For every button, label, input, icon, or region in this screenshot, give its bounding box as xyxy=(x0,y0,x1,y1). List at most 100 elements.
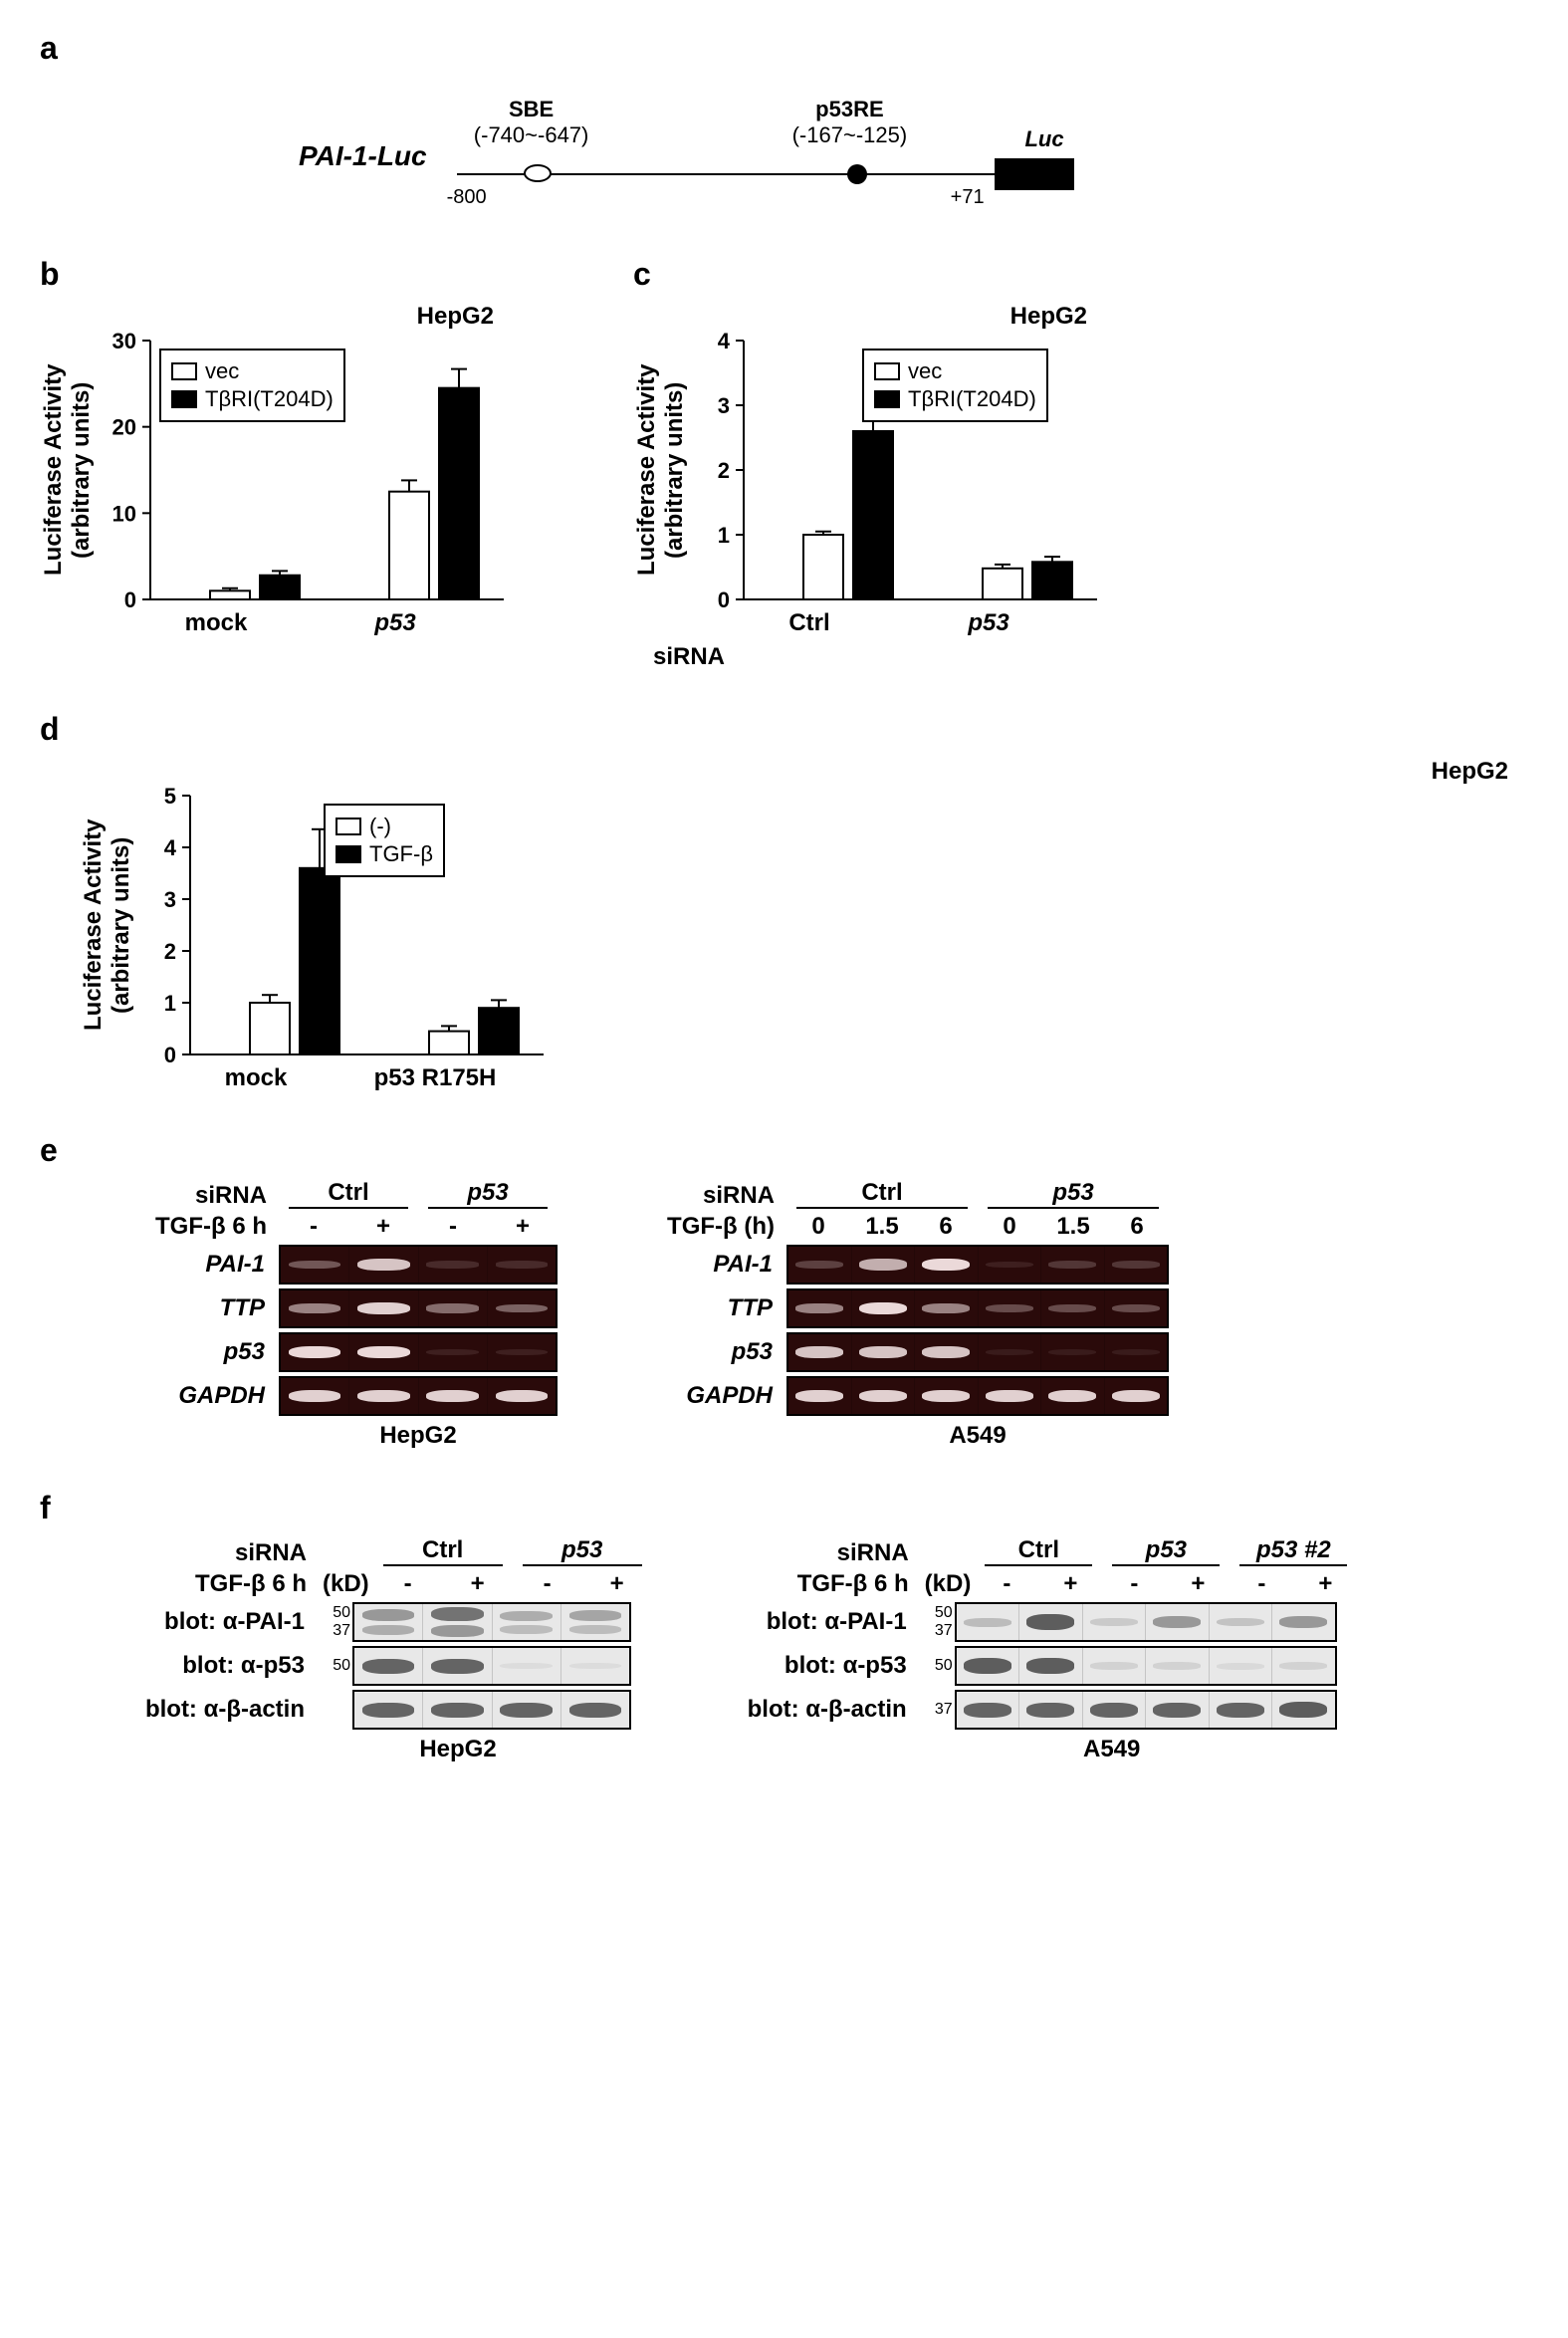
lane xyxy=(788,1378,851,1414)
lane xyxy=(422,1692,491,1728)
band xyxy=(986,1390,1033,1402)
row-label: p53 xyxy=(627,1338,786,1366)
sbe-ellipse xyxy=(524,164,552,182)
band xyxy=(496,1390,549,1402)
tgf-label: TGF-β 6 h xyxy=(119,1570,319,1598)
band xyxy=(362,1609,415,1621)
legend: vecTβRI(T204D) xyxy=(862,349,1048,422)
svg-text:3: 3 xyxy=(718,393,730,418)
chart-c: HepG2Luciferase Activity (arbitrary unit… xyxy=(633,303,1107,671)
bar xyxy=(389,492,429,599)
band xyxy=(922,1303,970,1313)
band xyxy=(859,1346,907,1358)
lane xyxy=(281,1378,348,1414)
band xyxy=(362,1625,415,1635)
panel-e: e siRNACtrlp53TGF-β 6 h-+-+PAI-1TTPp53GA… xyxy=(40,1132,1528,1450)
lane xyxy=(560,1648,629,1684)
lane xyxy=(418,1247,487,1283)
band xyxy=(1026,1658,1074,1674)
lane xyxy=(1040,1334,1104,1370)
tgf-value: - xyxy=(279,1213,348,1241)
lane xyxy=(354,1604,422,1640)
lane xyxy=(957,1648,1019,1684)
lane xyxy=(492,1648,560,1684)
band xyxy=(496,1349,549,1356)
band xyxy=(1153,1616,1201,1628)
band xyxy=(431,1659,484,1674)
svg-text:20: 20 xyxy=(112,415,136,440)
sirna-group: p53 xyxy=(1106,1536,1226,1564)
p53re-label: p53RE (-167~-125) xyxy=(792,97,908,148)
lane xyxy=(851,1247,915,1283)
gel-strip xyxy=(955,1690,1337,1730)
lane xyxy=(354,1648,422,1684)
mw-markers: 5037 xyxy=(921,1602,955,1642)
svg-text:1: 1 xyxy=(718,523,730,548)
panel-b-label: b xyxy=(40,256,514,293)
band xyxy=(569,1625,622,1634)
row-label: p53 xyxy=(119,1338,279,1366)
band xyxy=(922,1390,970,1402)
band xyxy=(1026,1703,1074,1718)
band xyxy=(1279,1616,1327,1628)
cell-line-label: HepG2 xyxy=(1010,303,1087,331)
panel-d-label: d xyxy=(40,711,1528,748)
band xyxy=(569,1610,622,1621)
band xyxy=(964,1618,1011,1627)
gel-strip xyxy=(786,1332,1169,1372)
legend-label: (-) xyxy=(369,814,391,839)
gel-strip xyxy=(955,1602,1337,1642)
legend-label: vec xyxy=(908,358,942,384)
band xyxy=(1153,1662,1201,1670)
legend: vecTβRI(T204D) xyxy=(159,349,345,422)
panel-c-label: c xyxy=(633,256,1107,293)
mw-markers xyxy=(319,1708,352,1712)
band xyxy=(1048,1390,1096,1402)
chart-d: HepG2Luciferase Activity (arbitrary unit… xyxy=(80,758,1528,1092)
sirna-group: p53 #2 xyxy=(1233,1536,1353,1564)
cell-line-label: HepG2 xyxy=(279,1422,558,1450)
x-category: p53 R175H xyxy=(374,1064,497,1091)
lane xyxy=(487,1290,556,1326)
bar xyxy=(803,535,843,599)
band xyxy=(289,1346,341,1359)
svg-text:0: 0 xyxy=(124,587,136,609)
gel-strip xyxy=(279,1376,558,1416)
lane xyxy=(348,1290,417,1326)
band xyxy=(426,1390,479,1402)
lane xyxy=(418,1334,487,1370)
lane xyxy=(1082,1648,1146,1684)
gel-strip xyxy=(279,1288,558,1328)
tgf-value: 6 xyxy=(914,1213,978,1241)
row-label: PAI-1 xyxy=(627,1251,786,1279)
band xyxy=(1048,1261,1096,1268)
gel-e-hepg2: siRNACtrlp53TGF-β 6 h-+-+PAI-1TTPp53GAPD… xyxy=(119,1179,558,1450)
lane xyxy=(1018,1604,1082,1640)
band xyxy=(289,1303,341,1313)
lane xyxy=(418,1378,487,1414)
svg-text:1: 1 xyxy=(164,991,176,1016)
band xyxy=(1090,1703,1138,1718)
sirna-group: p53 xyxy=(982,1179,1165,1207)
lane xyxy=(1145,1604,1209,1640)
panel-b: b HepG2Luciferase Activity (arbitrary un… xyxy=(40,256,514,637)
tgf-value: - xyxy=(513,1570,582,1598)
tgf-value: - xyxy=(373,1570,443,1598)
start-pos: -800 xyxy=(447,186,487,209)
band xyxy=(426,1261,479,1268)
band xyxy=(1217,1703,1264,1718)
svg-text:4: 4 xyxy=(164,835,177,860)
band xyxy=(426,1349,479,1356)
y-axis-title: Luciferase Activity (arbitrary units) xyxy=(40,331,96,609)
panel-a: a PAI-1-Luc SBE (-740~-647) p53RE (-167~… xyxy=(40,30,1528,216)
chart-b: HepG2Luciferase Activity (arbitrary unit… xyxy=(40,303,514,637)
panel-f: f siRNACtrlp53TGF-β 6 h(kD)-+-+blot: α-P… xyxy=(40,1490,1528,1763)
band xyxy=(1112,1304,1160,1312)
band xyxy=(431,1625,484,1637)
bar xyxy=(250,1003,290,1054)
tgf-value: + xyxy=(1038,1570,1102,1598)
tgf-value: 1.5 xyxy=(850,1213,914,1241)
lane xyxy=(354,1692,422,1728)
band xyxy=(1279,1702,1327,1718)
band xyxy=(357,1390,410,1402)
